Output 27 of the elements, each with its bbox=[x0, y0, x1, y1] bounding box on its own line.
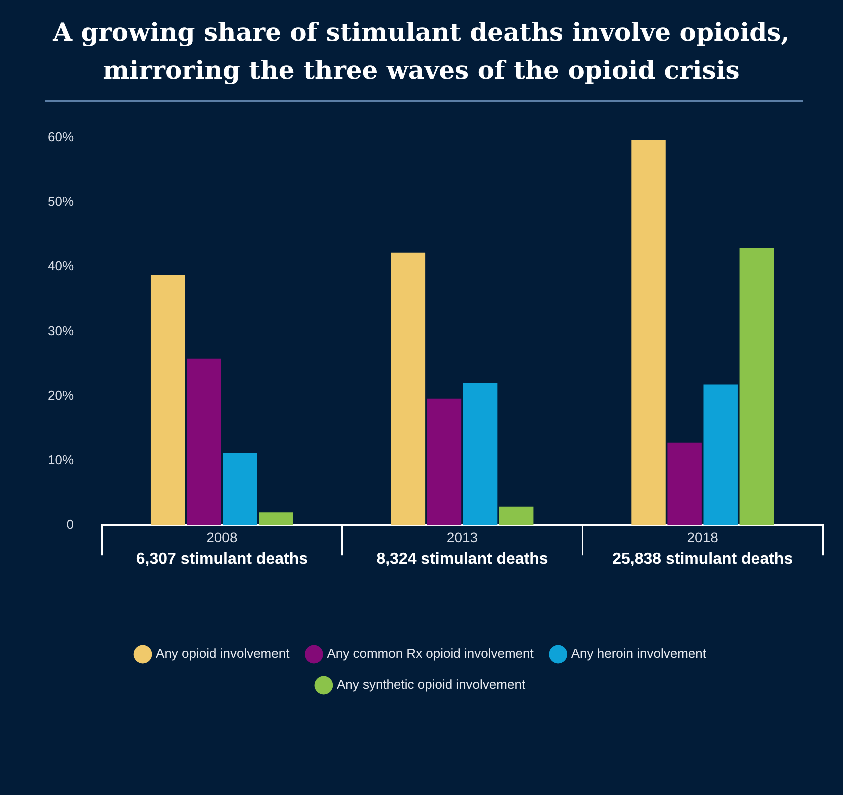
legend-label: Any heroin involvement bbox=[571, 646, 707, 662]
bar bbox=[632, 140, 666, 526]
bar bbox=[704, 384, 738, 526]
x-tick-label: 2008 6,307 stimulant deaths bbox=[136, 529, 308, 568]
y-tick-label: 60% bbox=[48, 129, 74, 144]
bar bbox=[427, 398, 462, 526]
bar bbox=[391, 252, 426, 526]
y-tick-label: 50% bbox=[48, 194, 74, 210]
y-tick-label: 30% bbox=[48, 323, 74, 338]
bar bbox=[223, 453, 258, 526]
bar bbox=[740, 248, 774, 526]
legend-label: Any synthetic opioid involvement bbox=[336, 677, 526, 692]
y-tick-label: 40% bbox=[48, 258, 74, 274]
x-tick-label: 2018 25,838 stimulant deaths bbox=[612, 529, 794, 568]
bar bbox=[499, 506, 534, 526]
legend-label: Any opioid involvement bbox=[156, 646, 290, 662]
legend-label: Any common Rx opioid involvement bbox=[327, 646, 534, 662]
bar bbox=[259, 512, 294, 526]
bar bbox=[463, 383, 498, 526]
y-tick-label: 20% bbox=[48, 388, 74, 403]
y-tick-label: 10% bbox=[48, 452, 74, 468]
y-tick-label: 0 bbox=[66, 517, 74, 532]
bar bbox=[187, 358, 222, 526]
x-tick-label: 2013 8,324 stimulant deaths bbox=[376, 529, 548, 568]
chart-title: A growing share of stimulant deaths involve opioids, mirroring the three waves of the opioid crisis bbox=[52, 17, 791, 87]
bar bbox=[150, 275, 186, 526]
bar bbox=[668, 442, 702, 526]
